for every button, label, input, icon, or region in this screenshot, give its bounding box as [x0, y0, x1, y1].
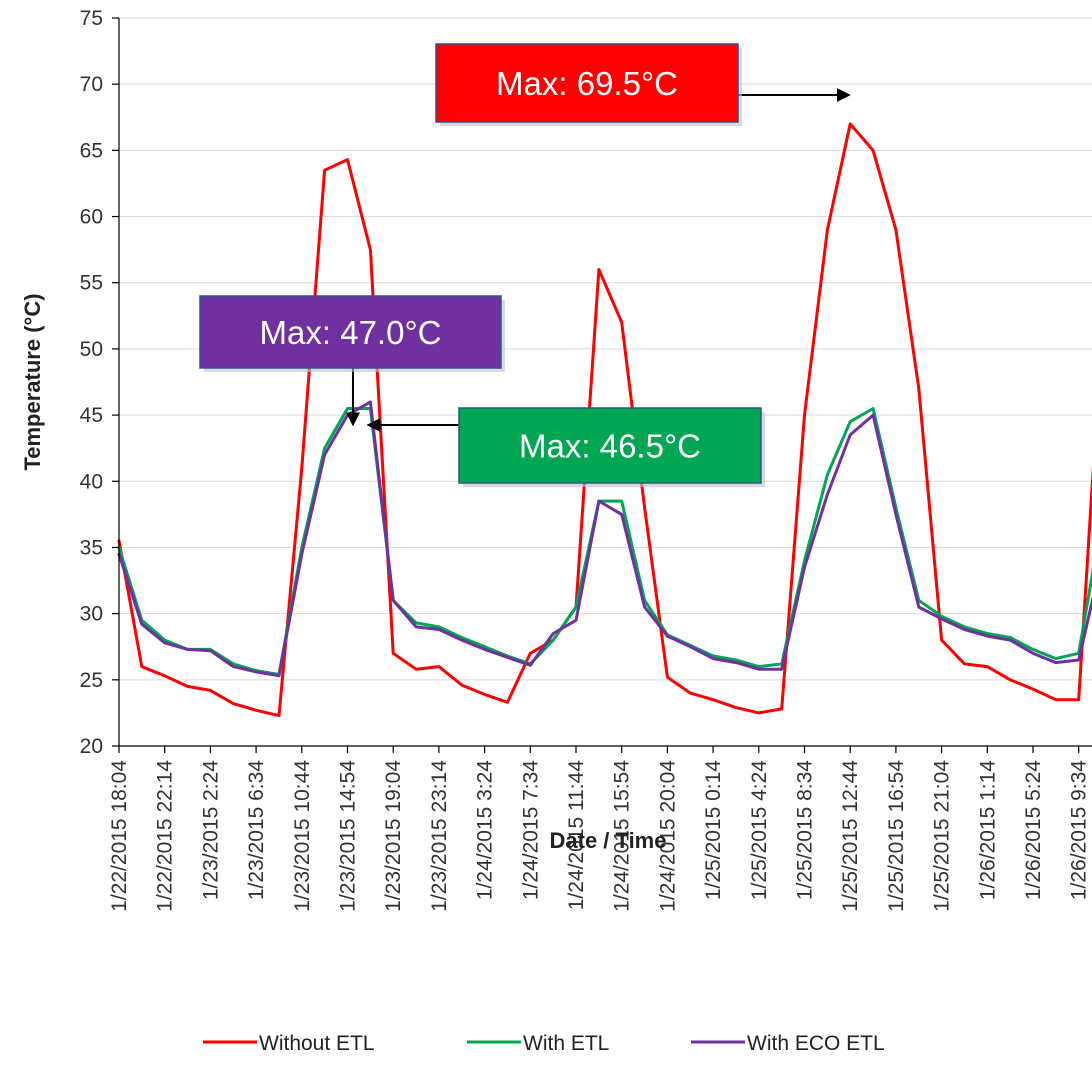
series-line-1: [117, 122, 1092, 718]
y-tick-label: 30: [80, 603, 103, 626]
x-tick-label: 1/23/2015 14:54: [337, 760, 360, 912]
y-tick-label: 35: [80, 536, 103, 559]
x-tick-label: 1/24/2015 7:34: [519, 760, 542, 900]
y-tick-label: 55: [80, 272, 103, 295]
x-tick-label: 1/26/2015 5:24: [1022, 760, 1045, 900]
x-tick-label: 1/26/2015 9:34: [1068, 760, 1091, 900]
legend: Without ETL With ETL With ECO ETL: [203, 1032, 885, 1055]
y-tick-label: 70: [80, 73, 103, 96]
x-tick-label: 1/25/2015 0:14: [702, 760, 725, 900]
x-tick-label: 1/25/2015 4:24: [748, 760, 771, 900]
x-tick-label: 1/25/2015 16:54: [885, 760, 908, 912]
y-tick-label: 40: [80, 470, 103, 493]
x-tick-label: 1/23/2015 2:24: [199, 760, 222, 900]
legend-label: With ETL: [523, 1032, 609, 1055]
series-line-3: [117, 400, 1092, 678]
annotations: Max: 69.5°C Max: 47.0°C Max: 46.5°C: [199, 43, 851, 487]
x-tick-label: 1/23/2015 6:34: [245, 760, 268, 900]
x-tick-label: 1/25/2015 12:44: [839, 760, 862, 912]
x-tick-label: 1/26/2015 1:14: [976, 760, 999, 900]
y-tick-label: 25: [80, 669, 103, 692]
x-tick-labels: 1/22/2015 18:04 1/22/2015 22:14 1/23/2015 …: [108, 760, 1091, 912]
annotation-box: [458, 407, 762, 484]
y-tick-label: 20: [80, 735, 103, 758]
annotation-label: Max: 46.5°C: [519, 428, 701, 465]
annotation-box: [199, 295, 502, 369]
y-tick-label: 75: [80, 7, 103, 30]
annotation-label: Max: 69.5°C: [496, 65, 678, 102]
y-tick-label: 65: [80, 139, 103, 162]
x-tick-label: 1/25/2015 21:04: [931, 760, 954, 912]
x-tick-label: 1/24/2015 15:54: [611, 760, 634, 912]
annotation-box: [435, 43, 739, 123]
series-lines: [117, 122, 1092, 718]
y-axis-title: Temperature (°C): [20, 293, 45, 470]
x-tick-label: 1/25/2015 8:34: [794, 760, 817, 900]
y-tick-label: 60: [80, 206, 103, 229]
legend-label: Without ETL: [259, 1032, 375, 1055]
y-tick-label: 45: [80, 404, 103, 427]
x-axis-title: Date / Time: [550, 828, 667, 853]
y-tick-labels: 20 25 30 35 40 45 50 55 60 65 70 75: [80, 7, 103, 758]
x-tick-label: 1/24/2015 3:24: [474, 760, 497, 900]
x-tick-label: 1/22/2015 18:04: [108, 760, 131, 912]
annotation-label: Max: 47.0°C: [260, 314, 442, 351]
x-tick-label: 1/24/2015 20:04: [656, 760, 679, 912]
axes: [112, 17, 1092, 753]
x-tick-label: 1/23/2015 19:04: [382, 760, 405, 912]
x-tick-label: 1/23/2015 23:14: [428, 760, 451, 912]
x-tick-label: 1/22/2015 22:14: [154, 760, 177, 912]
x-tick-label: 1/23/2015 10:44: [291, 760, 314, 912]
legend-label: With ECO ETL: [747, 1032, 885, 1055]
y-tick-label: 50: [80, 338, 103, 361]
x-tick-label: 1/24/2015 11:44: [565, 760, 588, 911]
